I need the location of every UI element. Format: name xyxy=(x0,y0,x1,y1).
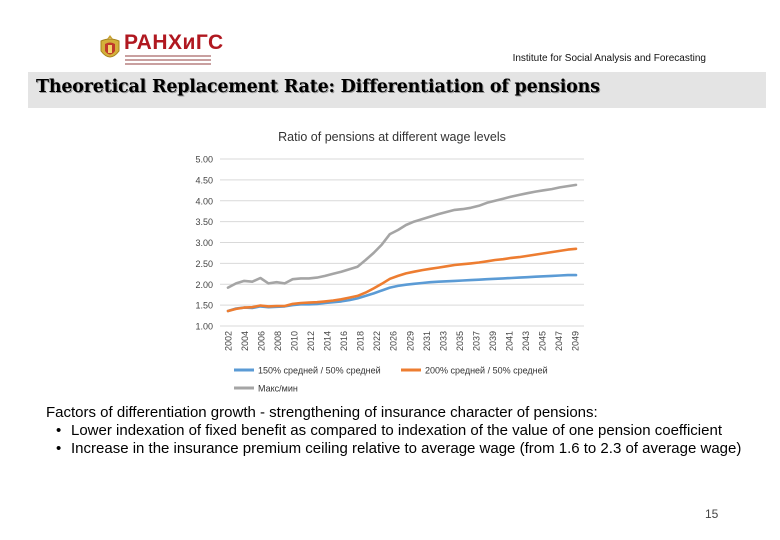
y-tick-label: 4.00 xyxy=(195,196,213,206)
x-tick-label: 2010 xyxy=(289,331,299,351)
series-line-2 xyxy=(226,247,578,313)
chart-title: Ratio of pensions at different wage leve… xyxy=(278,130,506,144)
y-tick-label: 3.00 xyxy=(195,238,213,248)
caption-intro: Factors of differentiation growth - stre… xyxy=(46,404,598,421)
x-tick-label: 2014 xyxy=(323,331,333,351)
y-tick-label: 2.00 xyxy=(195,280,213,290)
x-tick-label: 2031 xyxy=(422,331,432,351)
x-tick-label: 2016 xyxy=(339,331,349,351)
legend-label: 200% средней / 50% средней xyxy=(425,366,548,376)
x-tick-label: 2006 xyxy=(256,331,266,351)
y-tick-label: 3.50 xyxy=(195,217,213,227)
caption-bullet: • Increase in the insurance premium ceil… xyxy=(46,440,766,458)
bullet-dot: • xyxy=(56,422,62,439)
slide-title: Theoretical Replacement Rate: Differenti… xyxy=(36,77,600,97)
x-tick-label: 2037 xyxy=(471,331,481,351)
emblem-icon xyxy=(100,35,120,58)
x-tick-label: 2033 xyxy=(438,331,448,351)
x-tick-label: 2043 xyxy=(521,331,531,351)
y-tick-label: 5.00 xyxy=(195,155,213,165)
x-tick-label: 2049 xyxy=(571,331,581,351)
legend-label: 150% средней / 50% средней xyxy=(258,366,381,376)
title-banner: Theoretical Replacement Rate: Differenti… xyxy=(28,72,766,108)
pension-ratio-chart: Ratio of pensions at different wage leve… xyxy=(195,130,584,394)
y-tick-label: 2.50 xyxy=(195,259,213,269)
y-tick-label: 1.50 xyxy=(195,301,213,311)
caption-bullet: • Lower indexation of fixed benefit as c… xyxy=(46,422,766,440)
caption-bullet-2: Increase in the insurance premium ceilin… xyxy=(71,440,742,457)
series-line-3 xyxy=(226,183,578,289)
bullet-dot: • xyxy=(56,440,62,457)
x-tick-label: 2045 xyxy=(538,331,548,351)
x-tick-label: 2002 xyxy=(223,331,233,351)
logo-subtitle-lines xyxy=(125,55,211,67)
x-tick-label: 2026 xyxy=(389,331,399,351)
y-tick-label: 1.00 xyxy=(195,322,213,332)
legend-label: Макс/мин xyxy=(258,384,298,394)
x-tick-label: 2008 xyxy=(273,331,283,351)
x-tick-label: 2018 xyxy=(356,331,366,351)
ranepa-logo: РАНХиГС xyxy=(97,31,223,67)
x-tick-label: 2039 xyxy=(488,331,498,351)
x-tick-label: 2022 xyxy=(372,331,382,351)
institute-name: Institute for Social Analysis and Foreca… xyxy=(512,53,706,64)
x-tick-label: 2041 xyxy=(505,331,515,351)
x-tick-label: 2004 xyxy=(240,331,250,351)
x-tick-label: 2047 xyxy=(554,331,564,351)
x-tick-label: 2012 xyxy=(306,331,316,351)
x-tick-label: 2035 xyxy=(455,331,465,351)
logo-wordmark: РАНХиГС xyxy=(124,31,224,54)
caption-text: Factors of differentiation growth - stre… xyxy=(46,404,766,458)
caption-bullet-1: Lower indexation of fixed benefit as com… xyxy=(71,422,722,439)
y-tick-label: 4.50 xyxy=(195,175,213,185)
page-number: 15 xyxy=(705,507,719,521)
x-tick-label: 2029 xyxy=(405,331,415,351)
